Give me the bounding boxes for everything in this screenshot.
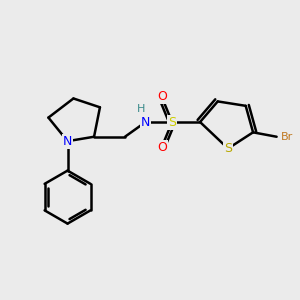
Text: S: S [224, 142, 232, 155]
Text: H: H [137, 104, 146, 114]
Text: N: N [63, 135, 72, 148]
Text: Br: Br [281, 132, 293, 142]
Text: S: S [168, 116, 176, 128]
Text: O: O [157, 91, 167, 103]
Text: O: O [157, 141, 167, 154]
Text: N: N [141, 116, 150, 128]
